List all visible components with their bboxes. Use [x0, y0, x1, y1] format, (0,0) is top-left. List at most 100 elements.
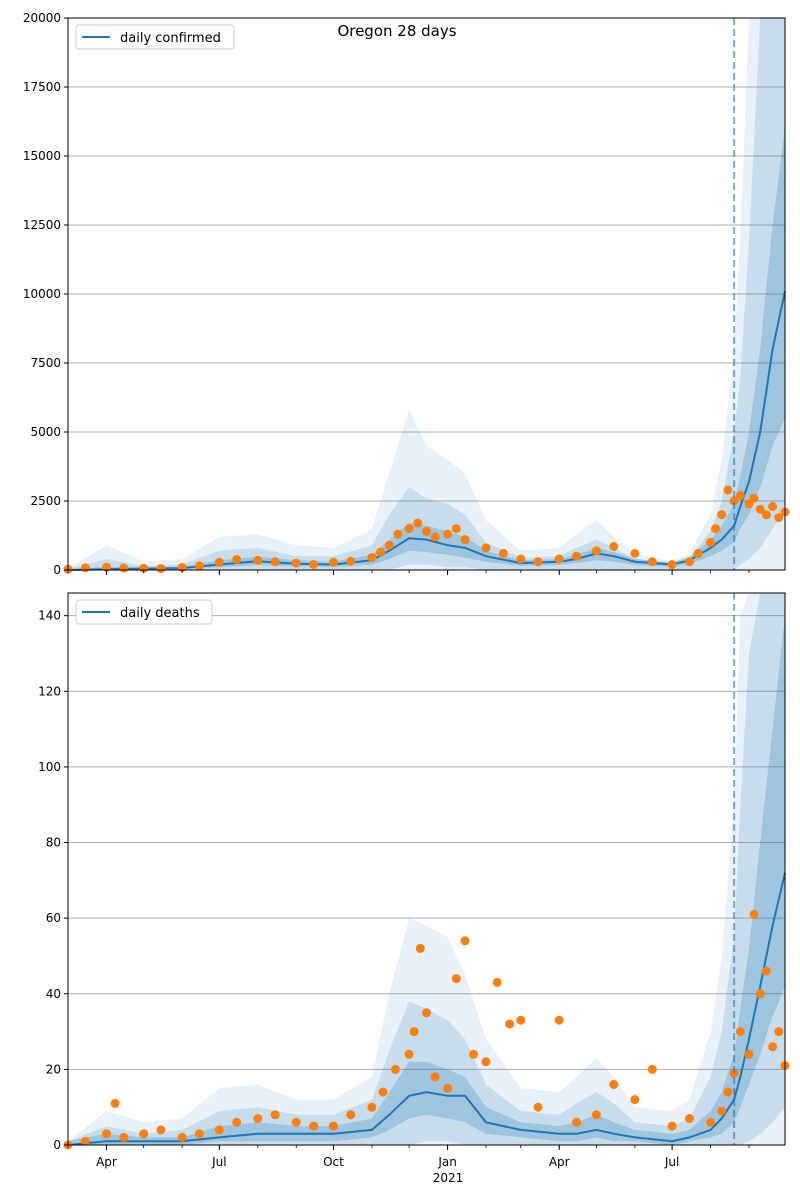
confirmed-observed-point	[309, 560, 319, 569]
confirmed-observed-point	[413, 518, 423, 528]
deaths-observed-point	[270, 1110, 280, 1120]
deaths-observed-point	[481, 1057, 491, 1067]
deaths-observed-point	[404, 1049, 414, 1059]
confirmed-confidence-bands	[68, 18, 785, 570]
deaths-x-tick-label: Jul	[211, 1155, 226, 1169]
deaths-observed-point	[378, 1087, 388, 1097]
confirmed-legend-box	[75, 24, 235, 50]
deaths-observed-point	[309, 1121, 319, 1131]
confirmed-y-tick-label: 17500	[23, 80, 61, 94]
deaths-observed-point	[630, 1095, 640, 1105]
confirmed-observed-point	[253, 555, 263, 565]
deaths-observed-point	[195, 1129, 204, 1139]
confirmed-observed-point	[422, 526, 431, 536]
confirmed-observed-point	[384, 540, 394, 550]
deaths-plot-frame	[67, 592, 786, 1146]
deaths-y-tick-label: 0	[53, 1138, 61, 1152]
confirmed-y-tick-label: 0	[53, 563, 61, 577]
deaths-band-middle	[68, 593, 785, 1145]
deaths-observed-point	[505, 1019, 515, 1029]
confirmed-observed-point	[367, 553, 377, 563]
confirmed-observed-point	[735, 491, 745, 500]
deaths-observed-point	[415, 943, 425, 953]
confirmed-observed-point	[711, 524, 720, 534]
confirmed-observed-point	[346, 556, 356, 566]
confirmed-observed-point	[156, 564, 166, 574]
deaths-observed-point	[554, 1015, 564, 1025]
deaths-observed-point	[609, 1080, 619, 1089]
confirmed-observed-point	[393, 529, 403, 539]
confirmed-observed-point	[647, 557, 657, 567]
deaths-y-tick-label: 40	[46, 987, 61, 1001]
deaths-observed-point	[533, 1102, 543, 1112]
confirmed-observed-point	[729, 496, 739, 506]
deaths-observed-point	[346, 1110, 356, 1120]
deaths-x-axis: Apr Jul Oct Jan Apr Jul	[67, 1145, 750, 1169]
deaths-observed-point	[430, 1072, 440, 1082]
confirmed-observed-point	[554, 554, 564, 564]
deaths-observed-point	[80, 1136, 90, 1146]
deaths-observed-point	[391, 1064, 400, 1074]
chart-title: Oregon 28 days	[337, 22, 456, 40]
confirmed-y-tick-label: 20000	[23, 11, 61, 25]
confirmed-observed-point	[717, 510, 727, 520]
confirmed-observed-point	[609, 542, 619, 551]
deaths-observed-point	[119, 1132, 129, 1142]
deaths-observed-point	[460, 936, 470, 946]
deaths-observed-point	[492, 977, 502, 987]
confirmed-y-tick-label: 7500	[30, 356, 61, 370]
confirmed-observed-point	[430, 532, 440, 542]
deaths-observed-point	[214, 1125, 224, 1135]
confirmed-observed-point	[749, 493, 759, 503]
year-label: 2021	[433, 1171, 464, 1185]
deaths-observed-point	[110, 1098, 120, 1108]
deaths-x-tick-label: Jul	[664, 1155, 679, 1169]
confirmed-observed-point	[329, 557, 338, 567]
confirmed-y-tick-label: 5000	[30, 425, 61, 439]
deaths-observed-point	[591, 1110, 601, 1120]
confirmed-observed-point	[404, 524, 414, 534]
confirmed-observed-point	[630, 548, 640, 558]
confirmed-observed-point	[774, 513, 784, 523]
deaths-observed-point	[409, 1027, 419, 1037]
confirmed-observed-point	[270, 557, 280, 567]
deaths-observed-point	[139, 1129, 149, 1139]
confirmed-chart: 0 2500 5000 7500 10000 12500 15000 17500 20000 O…	[23, 11, 790, 577]
deaths-observed-point	[729, 1068, 739, 1078]
deaths-legend-box	[75, 599, 213, 625]
deaths-y-tick-label: 20	[46, 1062, 61, 1076]
deaths-observed-point	[647, 1064, 657, 1074]
deaths-observed-point	[253, 1114, 263, 1123]
deaths-observed-point	[367, 1102, 377, 1112]
deaths-observed-point	[723, 1087, 733, 1097]
confirmed-observed-point	[291, 558, 301, 568]
confirmed-observed-point	[119, 563, 129, 573]
confirmed-observed-point	[460, 535, 470, 545]
deaths-observed-point	[774, 1027, 784, 1037]
confirmed-observed-point	[80, 563, 90, 573]
deaths-observed-point	[516, 1015, 526, 1025]
deaths-confidence-bands	[68, 593, 785, 1145]
deaths-observed-point	[443, 1083, 453, 1093]
deaths-observed-point	[749, 909, 759, 919]
deaths-observed-point	[685, 1114, 694, 1123]
deaths-observed-point	[761, 966, 771, 976]
confirmed-legend-label: daily confirmed	[120, 31, 221, 46]
deaths-x-tick-label: Jan	[437, 1155, 457, 1169]
confirmed-y-axis: 0 2500 5000 7500 10000 12500 15000 17500 20000	[23, 11, 68, 577]
deaths-observed-point	[572, 1117, 582, 1127]
deaths-observed-point	[232, 1117, 242, 1127]
deaths-y-tick-label: 60	[46, 911, 61, 925]
deaths-chart: 0 20 40 60 80 100 120 140 Apr Jul Oct Jan Apr Jul 20…	[38, 592, 790, 1185]
deaths-observed-point	[755, 989, 765, 999]
deaths-x-tick-label: Oct	[323, 1155, 344, 1169]
confirmed-observed-point	[443, 529, 453, 539]
confirmed-y-tick-label: 12500	[23, 218, 61, 232]
deaths-observed-point	[744, 1049, 754, 1059]
deaths-observed-point	[329, 1121, 338, 1131]
confirmed-observed-point	[572, 551, 582, 561]
deaths-legend-label: daily deaths	[120, 606, 200, 621]
confirmed-observed-point	[533, 557, 543, 567]
confirmed-observed-point	[516, 554, 526, 564]
